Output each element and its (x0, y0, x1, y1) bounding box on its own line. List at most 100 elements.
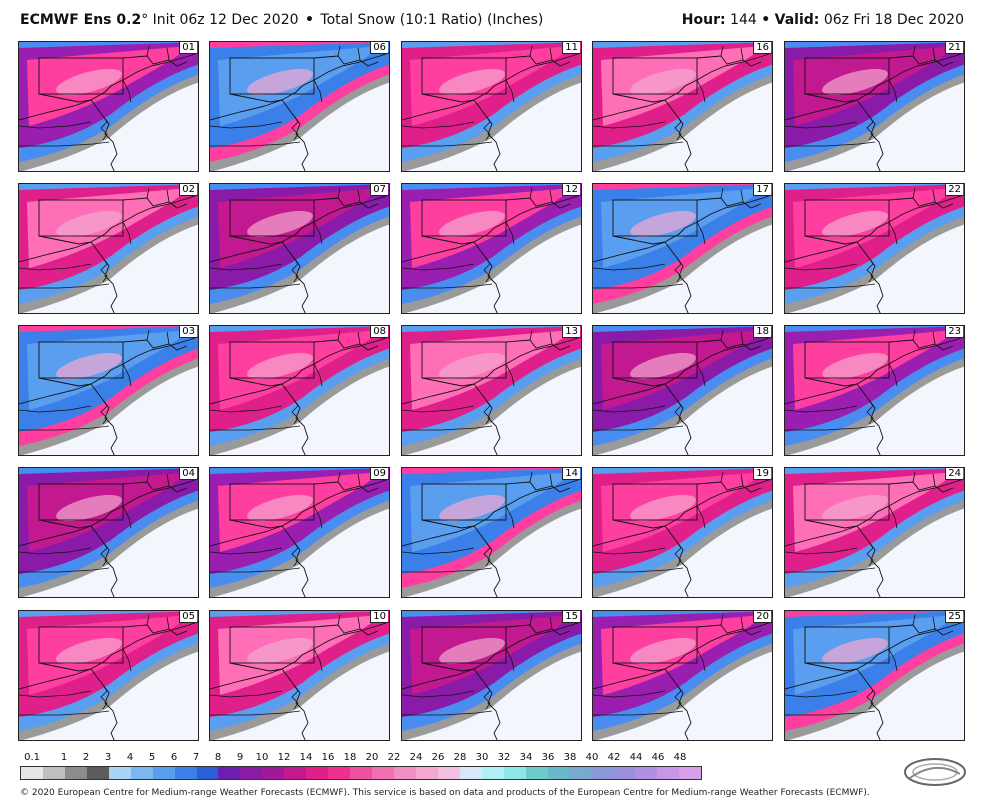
chart-header: ECMWF Ens 0.2° Init 06z 12 Dec 2020 • To… (0, 0, 984, 36)
colorbar-swatch (635, 767, 658, 779)
colorbar-swatch (481, 767, 504, 779)
member-number: 06 (370, 42, 388, 54)
colorbar-tick-label: 7 (192, 752, 200, 763)
member-number: 17 (753, 184, 771, 196)
snowfall-map (19, 468, 198, 597)
member-number: 03 (179, 326, 197, 338)
hour-value: 144 (730, 12, 757, 28)
snowfall-map (210, 42, 389, 171)
colorbar-tick-label: 1 (60, 752, 68, 763)
member-number: 13 (562, 326, 580, 338)
member-number: 04 (179, 468, 197, 480)
colorbar-swatch (415, 767, 438, 779)
ensemble-panel-grid: 01 06 (18, 41, 965, 741)
colorbar-tick-label: 6 (170, 752, 178, 763)
colorbar-tick-label: 44 (629, 752, 643, 763)
ensemble-member-panel: 05 (18, 610, 199, 741)
colorbar-swatch (152, 767, 175, 779)
snowfall-map (593, 184, 772, 313)
colorbar-swatch (174, 767, 197, 779)
ensemble-member-panel: 03 (18, 325, 199, 456)
ensemble-member-panel: 21 (784, 41, 965, 172)
member-number: 02 (179, 184, 197, 196)
colorbar-tick-label: 3 (104, 752, 112, 763)
colorbar-swatch (393, 767, 416, 779)
ensemble-member-panel: 12 (401, 183, 582, 314)
field-name: Total Snow (10:1 Ratio) (Inches) (320, 12, 544, 28)
ensemble-member-panel: 10 (209, 610, 390, 741)
snowfall-map (210, 326, 389, 455)
colorbar-tick-label: 5 (148, 752, 156, 763)
ensemble-member-panel: 25 (784, 610, 965, 741)
colorbar-tick-label: 4 (126, 752, 134, 763)
snowfall-map (593, 468, 772, 597)
colorbar-swatch (525, 767, 548, 779)
colorbar-swatch (328, 767, 351, 779)
ensemble-member-panel: 20 (592, 610, 773, 741)
valid-label: Valid: (774, 12, 820, 28)
snowfall-map (593, 611, 772, 740)
member-number: 09 (370, 468, 388, 480)
colorbar-swatch (657, 767, 680, 779)
snowfall-map (402, 326, 581, 455)
ensemble-member-panel: 07 (209, 183, 390, 314)
member-number: 05 (179, 611, 197, 623)
colorbar-swatch (108, 767, 131, 779)
member-number: 10 (370, 611, 388, 623)
valid-bullet: • (761, 12, 771, 28)
snowfall-colorbar: 0.1 1 2 3 4 5 6 7 8 9 10 12 14 16 18 20 22 24 26 28 30 32 34 36… (20, 752, 702, 782)
member-number: 18 (753, 326, 771, 338)
ensemble-member-panel: 08 (209, 325, 390, 456)
member-number: 08 (370, 326, 388, 338)
colorbar-tick-label: 14 (299, 752, 313, 763)
member-number: 15 (562, 611, 580, 623)
weatherbell-logo (902, 756, 968, 788)
colorbar-swatch (64, 767, 87, 779)
colorbar-tick-label: 38 (563, 752, 577, 763)
colorbar-swatch (284, 767, 307, 779)
colorbar-tick-label: 8 (214, 752, 222, 763)
snowfall-map (785, 611, 964, 740)
member-number: 12 (562, 184, 580, 196)
snowfall-map (593, 326, 772, 455)
member-number: 01 (179, 42, 197, 54)
ensemble-member-panel: 11 (401, 41, 582, 172)
ensemble-member-panel: 18 (592, 325, 773, 456)
ensemble-member-panel: 02 (18, 183, 199, 314)
chart-title: ECMWF Ens 0.2° Init 06z 12 Dec 2020 • To… (20, 12, 543, 28)
copyright-footer: © 2020 European Centre for Medium-range … (20, 788, 870, 798)
member-number: 07 (370, 184, 388, 196)
colorbar-swatch (350, 767, 372, 779)
colorbar-swatch (218, 767, 241, 779)
member-number: 14 (562, 468, 580, 480)
snowfall-map (402, 184, 581, 313)
colorbar-tick-label: 18 (343, 752, 357, 763)
colorbar-swatch (130, 767, 153, 779)
snowfall-map (210, 611, 389, 740)
colorbar-swatch (503, 767, 526, 779)
colorbar-tick-label: 28 (453, 752, 467, 763)
snowfall-map (402, 468, 581, 597)
member-number: 16 (753, 42, 771, 54)
colorbar-swatch (437, 767, 460, 779)
colorbar-tick-label: 22 (387, 752, 401, 763)
colorbar-swatch (591, 767, 614, 779)
title-bullet: • (304, 12, 314, 28)
ensemble-member-panel: 22 (784, 183, 965, 314)
colorbar-swatch (86, 767, 109, 779)
colorbar-swatch (196, 767, 219, 779)
init-time: Init 06z 12 Dec 2020 (152, 12, 299, 28)
colorbar-swatches (20, 766, 702, 780)
snowfall-map (785, 326, 964, 455)
colorbar-swatch (613, 767, 636, 779)
ensemble-member-panel: 01 (18, 41, 199, 172)
snowfall-map (785, 184, 964, 313)
ensemble-member-panel: 24 (784, 467, 965, 598)
colorbar-swatch (240, 767, 263, 779)
colorbar-swatch (21, 767, 43, 779)
colorbar-tick-label: 24 (409, 752, 423, 763)
colorbar-tick-label: 2 (82, 752, 90, 763)
colorbar-swatch (547, 767, 570, 779)
ensemble-member-panel: 06 (209, 41, 390, 172)
colorbar-swatch (42, 767, 65, 779)
